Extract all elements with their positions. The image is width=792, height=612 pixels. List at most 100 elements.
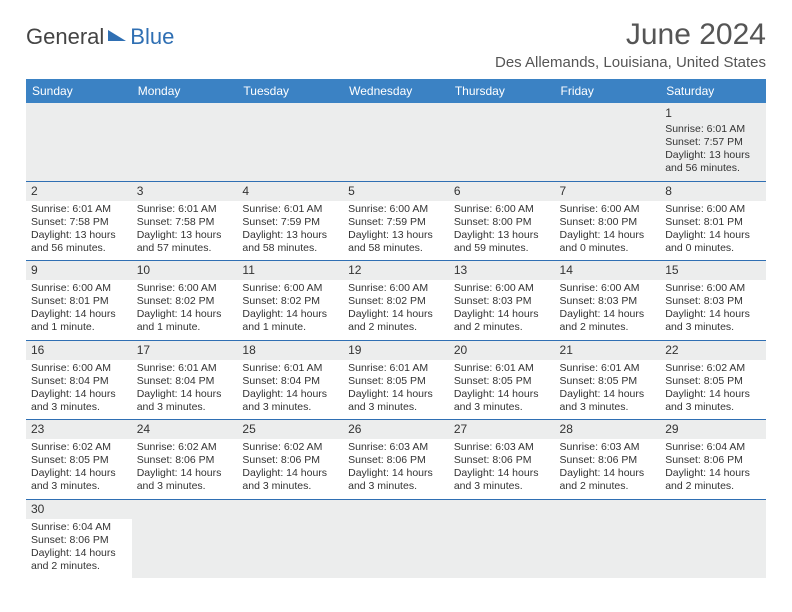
title-block: June 2024 Des Allemands, Louisiana, Unit… — [495, 18, 766, 71]
calendar-cell-empty — [132, 103, 238, 181]
day-number: 27 — [449, 420, 555, 439]
calendar-row: 9Sunrise: 6:00 AMSunset: 8:01 PMDaylight… — [26, 261, 766, 341]
daylight-text: Daylight: 14 hours and 0 minutes. — [560, 229, 656, 255]
calendar-cell: 11Sunrise: 6:00 AMSunset: 8:02 PMDayligh… — [237, 261, 343, 341]
calendar-table: Sunday Monday Tuesday Wednesday Thursday… — [26, 79, 766, 578]
day-number: 20 — [449, 341, 555, 360]
sunrise-text: Sunrise: 6:03 AM — [454, 441, 550, 454]
daylight-text: Daylight: 14 hours and 3 minutes. — [454, 388, 550, 414]
sunset-text: Sunset: 8:06 PM — [454, 454, 550, 467]
calendar-cell: 14Sunrise: 6:00 AMSunset: 8:03 PMDayligh… — [555, 261, 661, 341]
day-number: 25 — [237, 420, 343, 439]
sunrise-text: Sunrise: 6:03 AM — [348, 441, 444, 454]
daylight-text: Daylight: 13 hours and 56 minutes. — [31, 229, 127, 255]
daylight-text: Daylight: 14 hours and 2 minutes. — [31, 547, 127, 573]
daylight-text: Daylight: 14 hours and 2 minutes. — [665, 467, 761, 493]
day-number: 6 — [449, 182, 555, 201]
sunset-text: Sunset: 8:00 PM — [454, 216, 550, 229]
day-number: 13 — [449, 261, 555, 280]
calendar-body: 1Sunrise: 6:01 AMSunset: 7:57 PMDaylight… — [26, 103, 766, 578]
calendar-cell-empty — [449, 103, 555, 181]
calendar-cell: 15Sunrise: 6:00 AMSunset: 8:03 PMDayligh… — [660, 261, 766, 341]
daylight-text: Daylight: 14 hours and 3 minutes. — [137, 467, 233, 493]
day-number: 24 — [132, 420, 238, 439]
day-number: 30 — [26, 500, 132, 519]
day-number: 1 — [665, 106, 761, 121]
sunrise-text: Sunrise: 6:02 AM — [665, 362, 761, 375]
sunset-text: Sunset: 7:58 PM — [31, 216, 127, 229]
calendar-cell: 3Sunrise: 6:01 AMSunset: 7:58 PMDaylight… — [132, 181, 238, 261]
calendar-cell: 17Sunrise: 6:01 AMSunset: 8:04 PMDayligh… — [132, 340, 238, 420]
page-title: June 2024 — [495, 18, 766, 52]
calendar-row: 1Sunrise: 6:01 AMSunset: 7:57 PMDaylight… — [26, 103, 766, 181]
sunset-text: Sunset: 8:05 PM — [454, 375, 550, 388]
sunset-text: Sunset: 8:01 PM — [665, 216, 761, 229]
sunset-text: Sunset: 8:06 PM — [665, 454, 761, 467]
sunrise-text: Sunrise: 6:00 AM — [348, 282, 444, 295]
calendar-cell: 29Sunrise: 6:04 AMSunset: 8:06 PMDayligh… — [660, 420, 766, 500]
calendar-cell-empty — [237, 103, 343, 181]
sunset-text: Sunset: 8:03 PM — [560, 295, 656, 308]
sunset-text: Sunset: 8:06 PM — [31, 534, 127, 547]
sunrise-text: Sunrise: 6:01 AM — [560, 362, 656, 375]
logo-text-general: General — [26, 24, 104, 50]
sunset-text: Sunset: 8:06 PM — [560, 454, 656, 467]
day-header: Saturday — [660, 79, 766, 103]
calendar-cell: 5Sunrise: 6:00 AMSunset: 7:59 PMDaylight… — [343, 181, 449, 261]
header: General Blue June 2024 Des Allemands, Lo… — [26, 18, 766, 71]
daylight-text: Daylight: 13 hours and 58 minutes. — [242, 229, 338, 255]
calendar-cell: 10Sunrise: 6:00 AMSunset: 8:02 PMDayligh… — [132, 261, 238, 341]
sunrise-text: Sunrise: 6:00 AM — [31, 282, 127, 295]
sunrise-text: Sunrise: 6:04 AM — [31, 521, 127, 534]
sunset-text: Sunset: 8:06 PM — [242, 454, 338, 467]
calendar-cell-empty — [132, 499, 238, 578]
calendar-cell: 21Sunrise: 6:01 AMSunset: 8:05 PMDayligh… — [555, 340, 661, 420]
daylight-text: Daylight: 14 hours and 2 minutes. — [348, 308, 444, 334]
day-number: 15 — [660, 261, 766, 280]
sunrise-text: Sunrise: 6:04 AM — [665, 441, 761, 454]
calendar-cell-empty — [555, 499, 661, 578]
daylight-text: Daylight: 14 hours and 1 minute. — [137, 308, 233, 334]
calendar-cell: 12Sunrise: 6:00 AMSunset: 8:02 PMDayligh… — [343, 261, 449, 341]
day-number: 9 — [26, 261, 132, 280]
sunrise-text: Sunrise: 6:00 AM — [665, 282, 761, 295]
sunset-text: Sunset: 8:05 PM — [665, 375, 761, 388]
sunrise-text: Sunrise: 6:02 AM — [137, 441, 233, 454]
sunset-text: Sunset: 8:06 PM — [137, 454, 233, 467]
logo-triangle-icon — [108, 30, 126, 41]
day-header: Tuesday — [237, 79, 343, 103]
sunset-text: Sunset: 8:00 PM — [560, 216, 656, 229]
daylight-text: Daylight: 14 hours and 2 minutes. — [560, 308, 656, 334]
calendar-cell-empty — [449, 499, 555, 578]
day-number: 4 — [237, 182, 343, 201]
day-number: 16 — [26, 341, 132, 360]
day-header-row: Sunday Monday Tuesday Wednesday Thursday… — [26, 79, 766, 103]
daylight-text: Daylight: 14 hours and 3 minutes. — [454, 467, 550, 493]
daylight-text: Daylight: 14 hours and 3 minutes. — [31, 388, 127, 414]
calendar-cell: 6Sunrise: 6:00 AMSunset: 8:00 PMDaylight… — [449, 181, 555, 261]
day-header: Sunday — [26, 79, 132, 103]
calendar-cell-empty — [660, 499, 766, 578]
calendar-cell-empty — [555, 103, 661, 181]
day-number: 8 — [660, 182, 766, 201]
day-number: 2 — [26, 182, 132, 201]
daylight-text: Daylight: 13 hours and 58 minutes. — [348, 229, 444, 255]
daylight-text: Daylight: 14 hours and 2 minutes. — [454, 308, 550, 334]
sunrise-text: Sunrise: 6:03 AM — [560, 441, 656, 454]
daylight-text: Daylight: 13 hours and 56 minutes. — [665, 149, 761, 175]
sunrise-text: Sunrise: 6:01 AM — [454, 362, 550, 375]
sunset-text: Sunset: 8:05 PM — [348, 375, 444, 388]
sunrise-text: Sunrise: 6:00 AM — [560, 282, 656, 295]
calendar-cell: 8Sunrise: 6:00 AMSunset: 8:01 PMDaylight… — [660, 181, 766, 261]
calendar-cell: 16Sunrise: 6:00 AMSunset: 8:04 PMDayligh… — [26, 340, 132, 420]
day-number: 17 — [132, 341, 238, 360]
calendar-cell: 30 Sunrise: 6:04 AMSunset: 8:06 PMDayligh… — [26, 499, 132, 578]
calendar-cell: 13Sunrise: 6:00 AMSunset: 8:03 PMDayligh… — [449, 261, 555, 341]
day-number: 21 — [555, 341, 661, 360]
sunrise-text: Sunrise: 6:01 AM — [665, 123, 761, 136]
day-header: Monday — [132, 79, 238, 103]
page: General Blue June 2024 Des Allemands, Lo… — [0, 0, 792, 578]
calendar-row: 30 Sunrise: 6:04 AMSunset: 8:06 PMDayligh… — [26, 499, 766, 578]
daylight-text: Daylight: 13 hours and 59 minutes. — [454, 229, 550, 255]
calendar-row: 2Sunrise: 6:01 AMSunset: 7:58 PMDaylight… — [26, 181, 766, 261]
